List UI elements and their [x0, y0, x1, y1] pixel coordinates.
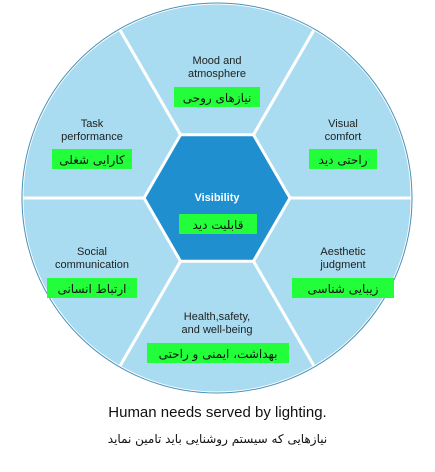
segment-label-visual-comfort-line-2: comfort	[325, 131, 362, 143]
segment-fa-label-task: کارایی شغلی	[59, 153, 125, 168]
segment-label-aesthetic-line-2: judgment	[319, 259, 365, 271]
segment-label-social-line-1: Social	[77, 246, 107, 258]
segment-fa-highlight-task	[52, 149, 132, 169]
segment-fa-label-health: بهداشت، ایمنی و راحتی	[159, 347, 278, 362]
segment-label-aesthetic-line-1: Aesthetic	[320, 246, 366, 258]
segment-fa-label-aesthetic: زیبایی شناسی	[308, 282, 379, 297]
segment-fa-highlight-health	[147, 343, 289, 363]
segment-label-health-line-1: Health,safety,	[184, 311, 250, 323]
segment-label-mood-line-1: Mood and	[193, 55, 242, 67]
segment-label-social-line-2: communication	[55, 259, 129, 271]
segment-label-visual-comfort-line-1: Visual	[328, 118, 358, 130]
outer-ring-border	[21, 2, 413, 394]
center-fa-highlight	[179, 214, 257, 234]
segment-fa-label-social: ارتباط انسانی	[57, 282, 126, 297]
segment-fa-label-visual-comfort: راحتی دید	[319, 153, 368, 168]
segment-fa-highlight-visual-comfort	[309, 149, 377, 169]
segment-label-mood-line-2: atmosphere	[188, 68, 246, 80]
segment-label-task-line-2: performance	[61, 131, 123, 143]
segment-label-health-line-2: and well-being	[182, 324, 253, 336]
caption-english: Human needs served by lighting.	[108, 404, 327, 421]
center-label: Visibility	[194, 192, 240, 204]
segment-label-task-line-1: Task	[81, 118, 104, 130]
human-needs-diagram: Visibility قابلیت دید Mood andatmosphere…	[20, 1, 414, 395]
segment-fa-label-mood: نیازهای روحی	[183, 91, 252, 106]
caption-persian: نیازهایی که سیستم روشنایی باید تامین نما…	[107, 432, 328, 446]
segment-fa-highlight-aesthetic	[292, 278, 394, 298]
center-fa-label: قابلیت دید	[193, 218, 244, 232]
segment-fa-highlight-mood	[174, 87, 260, 107]
segment-fa-highlight-social	[47, 278, 137, 298]
